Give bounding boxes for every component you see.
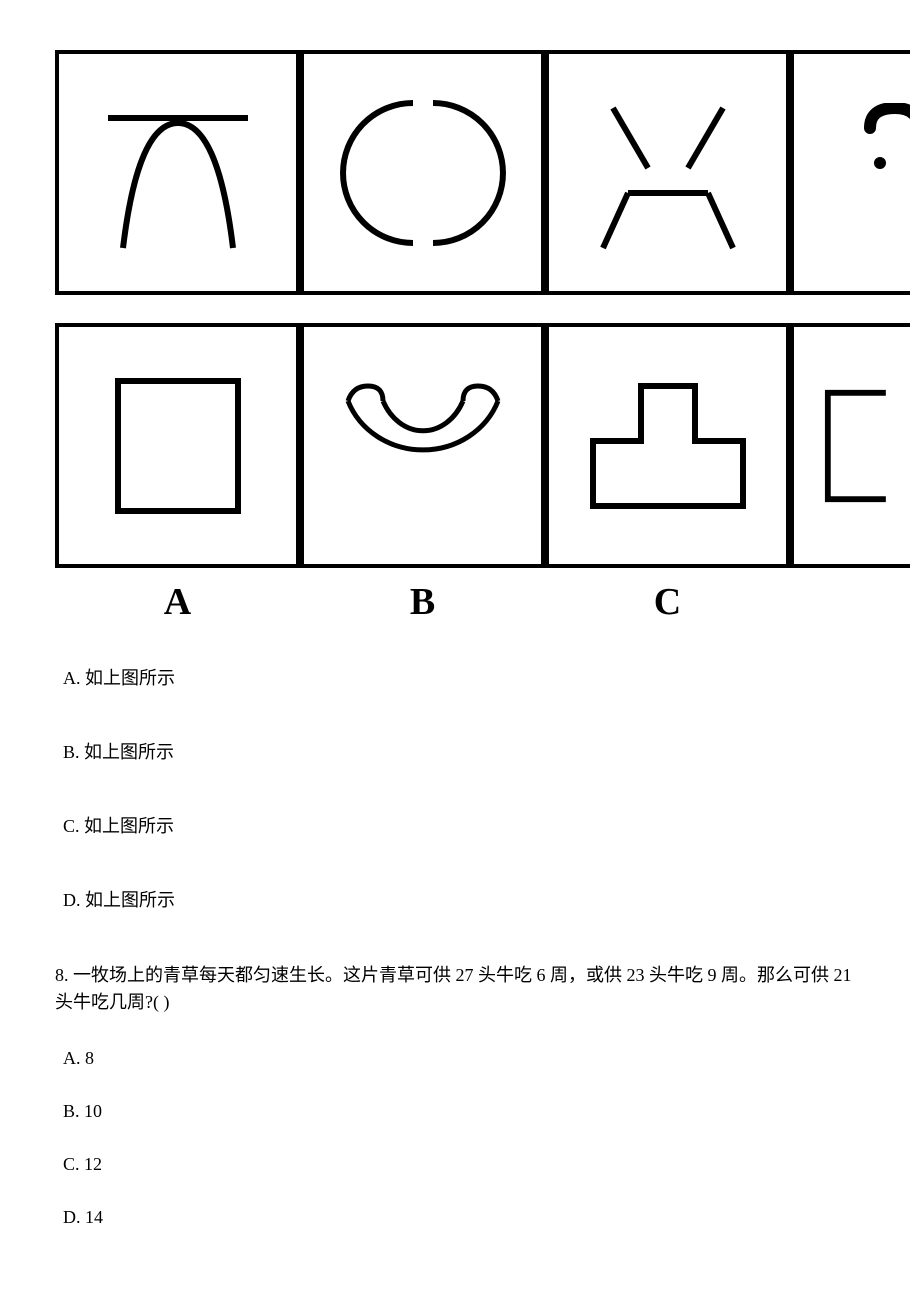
option-text: 如上图所示 [84,816,174,836]
shape-t-block [573,366,763,526]
option-key: B. [63,742,80,762]
shape-arch-line [88,88,268,258]
option-text: 如上图所示 [85,890,175,910]
option-text: 如上图所示 [84,742,174,762]
option-value: 10 [84,1101,102,1121]
shape-hourglass [578,88,758,258]
option-key: D. [63,890,81,910]
figure-cell-option-a [55,323,300,568]
content-area: A. 如上图所示 B. 如上图所示 C. 如上图所示 D. 如上图所示 8. 一… [0,664,920,1268]
figure-cell-top-2 [300,50,545,295]
question-number: 8. [55,965,69,985]
figure-container: A B C [0,0,920,624]
question-body: 一牧场上的青草每天都匀速生长。这片青草可供 27 头牛吃 6 周，或供 23 头… [55,965,852,1012]
figure-cell-top-4-partial [790,50,910,295]
figure-cell-top-3 [545,50,790,295]
question-8: 8. 一牧场上的青草每天都匀速生长。这片青草可供 27 头牛吃 6 周，或供 2… [55,962,865,1228]
label-b: B [300,580,545,624]
option-key: C. [63,1154,80,1174]
option-key: D. [63,1207,81,1227]
q8-option-c: C. 12 [55,1154,865,1175]
option-key: A. [63,1048,81,1068]
figure-row-bottom [55,323,865,568]
option-text: 如上图所示 [85,668,175,688]
shape-bracket-partial [794,366,910,526]
q7-option-d: D. 如上图所示 [55,886,865,912]
figure-row-top [55,50,865,295]
q7-option-b: B. 如上图所示 [55,738,865,764]
q7-option-a: A. 如上图所示 [55,664,865,690]
option-value: 12 [84,1154,102,1174]
q7-option-c: C. 如上图所示 [55,812,865,838]
shape-crescent [328,366,518,526]
figure-cell-option-c [545,323,790,568]
shape-broken-circle [333,88,513,258]
labels-row: A B C [55,580,865,624]
option-value: 8 [85,1048,94,1068]
option-key: B. [63,1101,80,1121]
shape-square [88,356,268,536]
q8-option-d: D. 14 [55,1207,865,1228]
question-8-text: 8. 一牧场上的青草每天都匀速生长。这片青草可供 27 头牛吃 6 周，或供 2… [55,962,865,1016]
figure-cell-top-1 [55,50,300,295]
option-key: A. [63,668,81,688]
option-value: 14 [85,1207,103,1227]
figure-cell-option-d-partial [790,323,910,568]
figure-cell-option-b [300,323,545,568]
q8-option-a: A. 8 [55,1048,865,1069]
question-mark-partial [850,103,910,243]
label-a: A [55,580,300,624]
option-key: C. [63,816,80,836]
q8-option-b: B. 10 [55,1101,865,1122]
label-c: C [545,580,790,624]
